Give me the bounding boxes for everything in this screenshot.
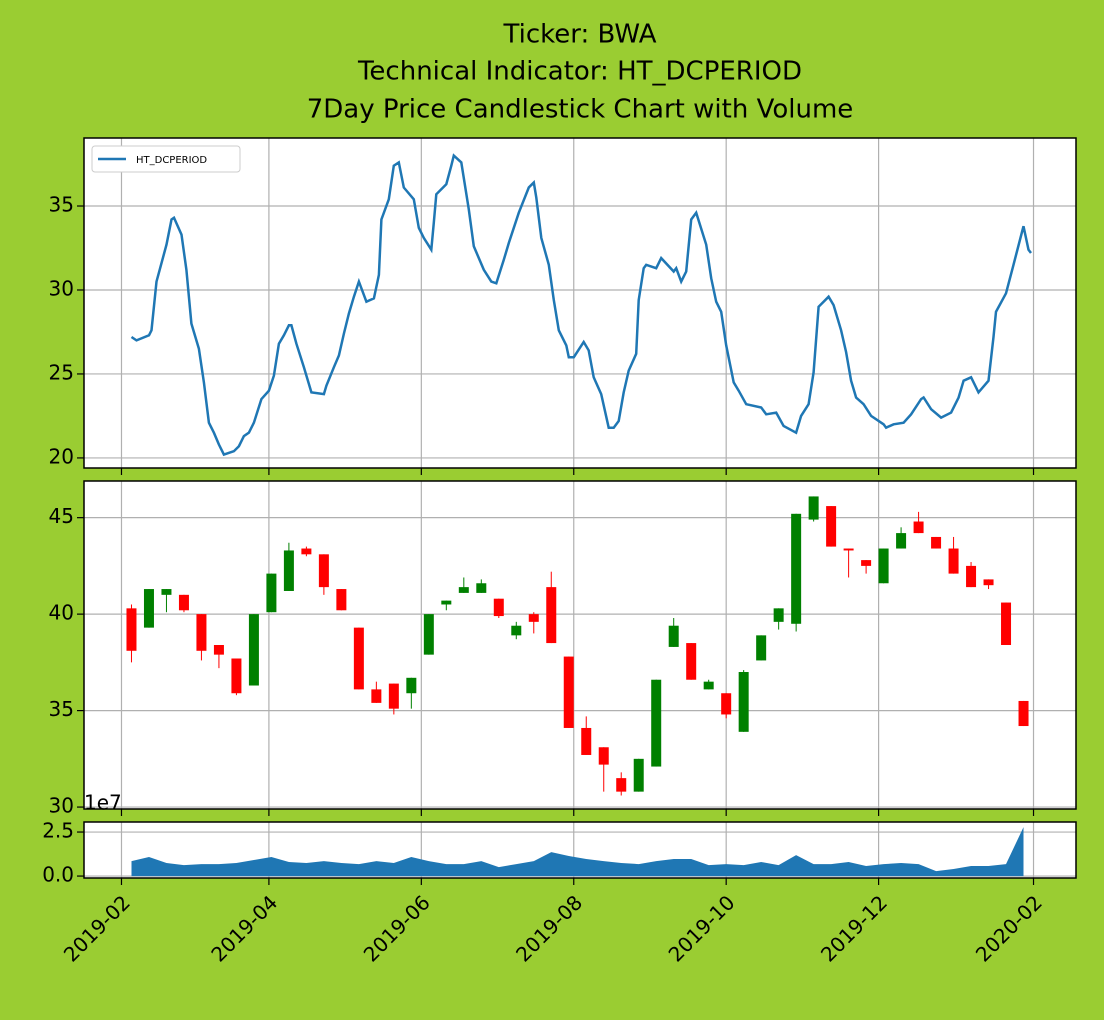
legend-box [91, 145, 241, 173]
candle-body [178, 594, 189, 611]
y-tick-label: 45 [49, 504, 74, 528]
candle-body [528, 614, 539, 622]
candle-body [581, 727, 592, 755]
y-tick-label: 40 [49, 601, 74, 625]
y-tick-label: 25 [49, 360, 74, 384]
candle-body [476, 583, 487, 593]
candle-body [318, 554, 329, 588]
candle-body [721, 693, 732, 715]
axis-offset-label: 1e7 [84, 791, 122, 815]
y-tick-label: 30 [49, 794, 74, 818]
candle-body [441, 600, 452, 605]
candle-body [913, 521, 924, 534]
x-tick-label: 2019-04 [206, 890, 282, 966]
candle-body [301, 548, 312, 555]
candle-body [423, 614, 434, 655]
x-tick-label: 2019-12 [816, 890, 892, 966]
candle-body [616, 778, 627, 792]
candle-body [633, 758, 644, 792]
y-tick-label: 35 [49, 697, 74, 721]
candle-body [966, 565, 977, 588]
candle-body [703, 681, 714, 690]
candle-body [283, 550, 294, 591]
candle-body [896, 533, 907, 549]
x-tick-label: 2019-08 [511, 890, 587, 966]
x-tick-label: 2020-02 [971, 890, 1047, 966]
chart-title: Ticker: BWA [503, 20, 657, 50]
candle-body [826, 506, 837, 547]
plot-area [84, 481, 1076, 809]
candle-body [791, 513, 802, 624]
candle-body [388, 683, 399, 709]
x-tick-label: 2019-10 [664, 890, 740, 966]
candle-body [248, 614, 259, 686]
candle-body [931, 536, 942, 549]
candle-body [511, 625, 522, 636]
plot-area [84, 138, 1076, 468]
candle-body [353, 627, 364, 690]
candle-body [686, 643, 697, 680]
x-tick-label: 2019-02 [59, 890, 135, 966]
y-tick-label: 2.5 [42, 819, 74, 843]
candle-body [336, 589, 347, 611]
chart-title: Technical Indicator: HT_DCPERIOD [357, 57, 802, 87]
candle-body [196, 614, 207, 651]
candle-body [861, 560, 872, 566]
candle-body [126, 608, 137, 651]
chart-title: 7Day Price Candlestick Chart with Volume [307, 95, 854, 125]
candle-body [458, 587, 469, 593]
candle-body [983, 579, 994, 586]
candle-body [266, 573, 277, 613]
candle-body [948, 548, 959, 574]
candle-body [843, 548, 854, 551]
line-series [130, 153, 1032, 457]
plot-frame [83, 821, 1077, 879]
candle-body [231, 658, 242, 694]
candle-body [773, 608, 784, 622]
candle-body [546, 587, 557, 644]
y-tick-label: 0.0 [42, 863, 74, 887]
candle-body [493, 598, 504, 617]
candle-body [651, 679, 662, 767]
candle-body [808, 496, 819, 520]
candle-body [598, 747, 609, 765]
candle-body [563, 656, 574, 728]
candle-body [1018, 700, 1029, 727]
candle-body [878, 548, 889, 584]
plot-frame [83, 137, 1077, 469]
plot-frame [83, 480, 1077, 810]
candle-body [738, 672, 749, 732]
x-tick-label: 2019-06 [359, 890, 435, 966]
candle-body [213, 645, 224, 655]
y-tick-label: 20 [49, 444, 74, 468]
candle-body [371, 689, 382, 703]
candle-body [1001, 602, 1012, 645]
y-tick-label: 35 [49, 193, 74, 217]
legend-label: HT_DCPERIOD [136, 155, 207, 166]
candle-body [161, 589, 172, 595]
candle-body [406, 677, 417, 694]
area-series [131, 827, 1024, 877]
y-tick-label: 30 [49, 276, 74, 300]
candle-body [756, 635, 767, 661]
candle-body [143, 589, 154, 628]
candle-body [668, 625, 679, 647]
